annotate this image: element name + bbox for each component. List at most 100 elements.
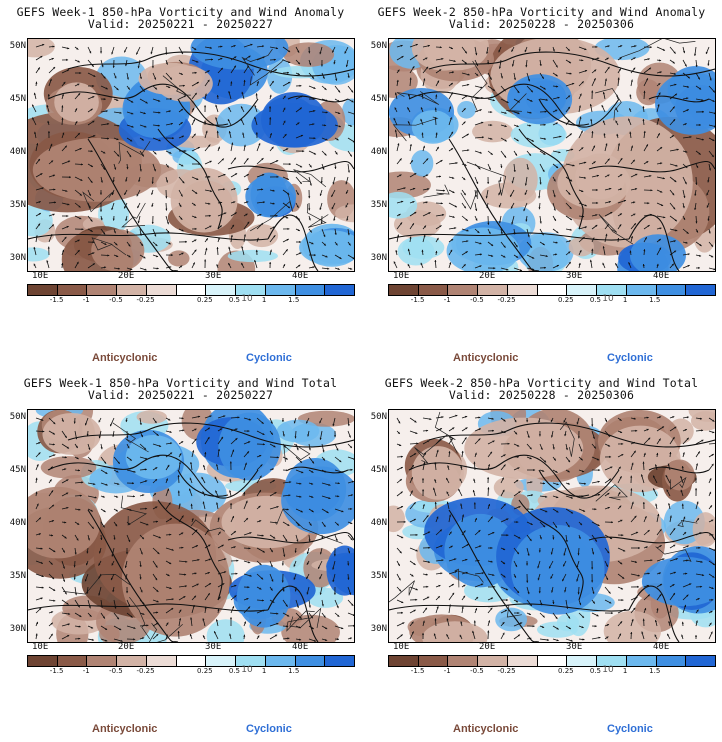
lon-label: 20E [118, 642, 135, 652]
lat-label: 50N [9, 412, 26, 422]
lon-label: 10E [393, 271, 410, 281]
colorbar-swatch [325, 285, 355, 295]
lon-label: 20E [479, 642, 496, 652]
anticyclonic-label: Anticyclonic [453, 723, 519, 735]
colorbar-tick-label: 0.5 [589, 667, 602, 675]
lon-label: 40E [292, 642, 309, 652]
colorbar-tick-label: 0.25 [558, 296, 574, 304]
colorbar-swatch [448, 285, 479, 295]
colorbar-tick-label: -1 [82, 296, 90, 304]
cyclonic-label: Cyclonic [246, 352, 292, 364]
colorbar-tick-label: -0.25 [497, 296, 516, 304]
colorbar-tick-label: -1 [82, 667, 90, 675]
colorbar-tick-label: 1 [622, 296, 628, 304]
lon-label: 40E [653, 271, 670, 281]
colorbar-tick-label: 0.25 [197, 667, 213, 675]
colorbar-swatch [206, 656, 237, 666]
panel-title: GEFS Week-1 850-hPa Vorticity and Wind A… [16, 5, 345, 19]
colorbar-swatch [265, 285, 296, 295]
colorbar-swatch [418, 285, 449, 295]
colorbar-tick-label: 0.25 [558, 667, 574, 675]
colorbar-swatch [597, 285, 627, 295]
lon-label: 30E [566, 271, 583, 281]
colorbar-swatch [325, 656, 355, 666]
anticyclonic-label: Anticyclonic [453, 352, 519, 364]
cyclonic-label: Cyclonic [607, 352, 653, 364]
vorticity-map [27, 38, 355, 272]
colorbar-swatch [686, 285, 716, 295]
lat-label: 45N [370, 94, 387, 104]
panel-valid-dates: Valid: 20250228 - 20250306 [448, 388, 635, 402]
lat-label: 45N [370, 465, 387, 475]
lon-label: 10E [32, 271, 49, 281]
panel-valid-dates: Valid: 20250221 - 20250227 [87, 388, 274, 402]
colorbar-swatch [146, 656, 177, 666]
lat-label: 45N [9, 465, 26, 475]
colorbar-tick-label: -0.5 [470, 296, 484, 304]
colorbar [27, 284, 355, 296]
colorbar-swatch [236, 656, 266, 666]
colorbar-tick-label: 1.5 [288, 296, 300, 304]
colorbar-swatch [87, 656, 118, 666]
lat-label: 45N [9, 94, 26, 104]
panel-title: GEFS Week-2 850-hPa Vorticity and Wind A… [377, 5, 706, 19]
colorbar-tick-label: -1 [443, 667, 451, 675]
panel-title: GEFS Week-1 850-hPa Vorticity and Wind T… [23, 376, 338, 390]
panel-valid-dates: Valid: 20250228 - 20250306 [448, 17, 635, 31]
colorbar-swatch [28, 656, 58, 666]
vorticity-map [388, 38, 716, 272]
colorbar [27, 655, 355, 667]
panel-valid-dates: Valid: 20250221 - 20250227 [87, 17, 274, 31]
colorbar-exponent-label: 10 [602, 294, 614, 304]
colorbar [388, 655, 716, 667]
colorbar-exponent-label: 10 [602, 665, 614, 675]
lat-label: 35N [9, 571, 26, 581]
colorbar-swatch [478, 656, 508, 666]
lat-label: 30N [370, 253, 387, 263]
colorbar-swatch [567, 285, 598, 295]
lat-label: 35N [9, 200, 26, 210]
lon-label: 40E [292, 271, 309, 281]
colorbar-swatch [117, 285, 147, 295]
colorbar-swatch [656, 656, 687, 666]
lat-label: 40N [370, 147, 387, 157]
lon-label: 30E [566, 642, 583, 652]
lat-label: 50N [9, 41, 26, 51]
colorbar-exponent-label: 10 [241, 294, 253, 304]
colorbar-swatch [176, 285, 207, 295]
cyclonic-label: Cyclonic [246, 723, 292, 735]
colorbar-swatch [389, 285, 419, 295]
colorbar-swatch [478, 285, 508, 295]
anticyclonic-label: Anticyclonic [92, 723, 158, 735]
lat-label: 40N [370, 518, 387, 528]
lon-label: 30E [205, 642, 222, 652]
colorbar [388, 284, 716, 296]
colorbar-swatch [57, 285, 88, 295]
colorbar-swatch [686, 656, 716, 666]
lon-label: 20E [479, 271, 496, 281]
lat-label: 30N [370, 624, 387, 634]
lat-label: 30N [9, 253, 26, 263]
colorbar-tick-label: -0.25 [497, 667, 516, 675]
lat-label: 50N [370, 412, 387, 422]
map-panel-week2-total: GEFS Week-2 850-hPa Vorticity and Wind T… [361, 371, 722, 742]
colorbar-tick-label: -1.5 [410, 296, 425, 304]
colorbar-swatch [176, 656, 207, 666]
colorbar-tick-label: -0.5 [109, 296, 123, 304]
lat-label: 35N [370, 200, 387, 210]
colorbar-tick-label: -0.5 [109, 667, 123, 675]
map-panel-week1-total: GEFS Week-1 850-hPa Vorticity and Wind T… [0, 371, 361, 742]
vorticity-map [27, 409, 355, 643]
colorbar-tick-label: 1 [261, 667, 267, 675]
colorbar-swatch [146, 285, 177, 295]
colorbar-exponent-label: 10 [241, 665, 253, 675]
colorbar-swatch [295, 656, 326, 666]
colorbar-swatch [418, 656, 449, 666]
anticyclonic-label: Anticyclonic [92, 352, 158, 364]
colorbar-tick-label: 1 [622, 667, 628, 675]
lat-label: 35N [370, 571, 387, 581]
colorbar-tick-label: 0.5 [228, 667, 241, 675]
lon-label: 10E [32, 642, 49, 652]
colorbar-swatch [656, 285, 687, 295]
map-panel-week2-anomaly: GEFS Week-2 850-hPa Vorticity and Wind A… [361, 0, 722, 371]
